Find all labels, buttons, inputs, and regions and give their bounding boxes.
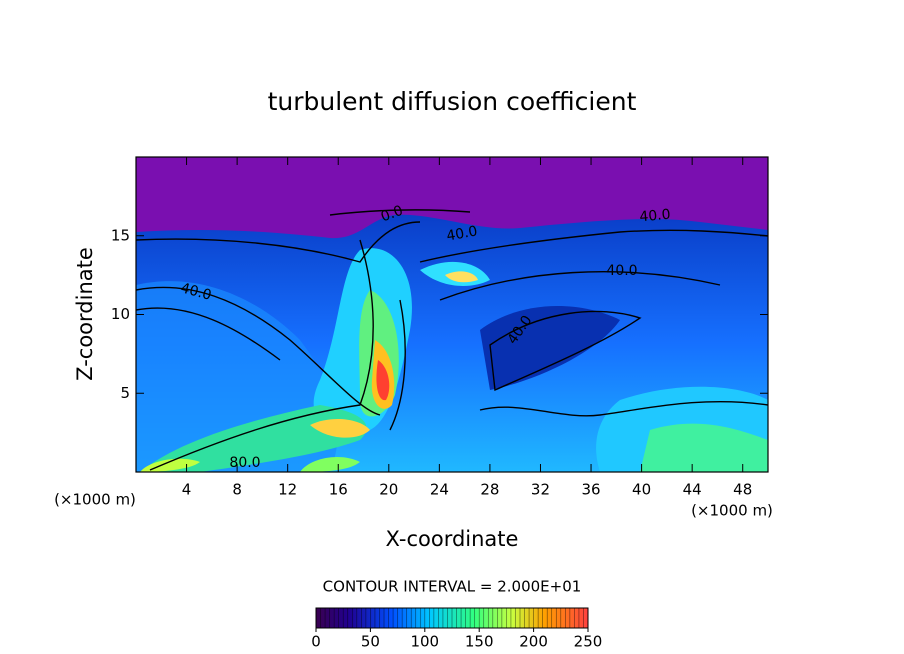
field: [136, 157, 768, 472]
contour-label: 40.0: [639, 207, 671, 226]
contour-label: 0.0: [379, 203, 405, 226]
y-axis-label: Z-coordinate: [73, 247, 97, 381]
chart-title: turbulent diffusion coefficient: [268, 87, 637, 116]
contour-label: 80.0: [229, 455, 260, 471]
x-tick-label: 24: [430, 481, 449, 499]
y-tick-label: 10: [111, 305, 130, 323]
x-tick-label: 16: [329, 481, 348, 499]
x-unit-right: (×1000 m): [691, 502, 773, 520]
x-tick-label: 36: [581, 481, 600, 499]
x-unit: (×1000 m): [54, 491, 136, 509]
contour-label: 40.0: [606, 263, 637, 279]
x-tick-label: 32: [531, 481, 550, 499]
x-tick-label: 20: [379, 481, 398, 499]
x-tick-label: 44: [683, 481, 702, 499]
x-tick-label: 48: [733, 481, 752, 499]
contour-interval: CONTOUR INTERVAL = 2.000E+01: [323, 578, 582, 596]
x-tick-label: 40: [632, 481, 651, 499]
colorbar-tick-label: 100: [410, 633, 439, 651]
x-tick-label: 4: [182, 481, 192, 499]
y-tick-label: 5: [120, 384, 130, 402]
x-tick-label: 8: [232, 481, 242, 499]
contour-label: 40.0: [445, 223, 478, 244]
colorbar-tick-label: 0: [311, 633, 321, 651]
colorbar-tick-label: 150: [465, 633, 494, 651]
x-axis-label: X-coordinate: [386, 527, 519, 551]
x-tick-label: 28: [480, 481, 499, 499]
colorbar-tick-label: 50: [361, 633, 380, 651]
colorbar-tick-label: 200: [519, 633, 548, 651]
x-tick-label: 12: [278, 481, 297, 499]
colorbar-tick-label: 250: [574, 633, 603, 651]
contour-label: 40.0: [179, 280, 213, 304]
y-tick-label: 15: [111, 226, 130, 244]
